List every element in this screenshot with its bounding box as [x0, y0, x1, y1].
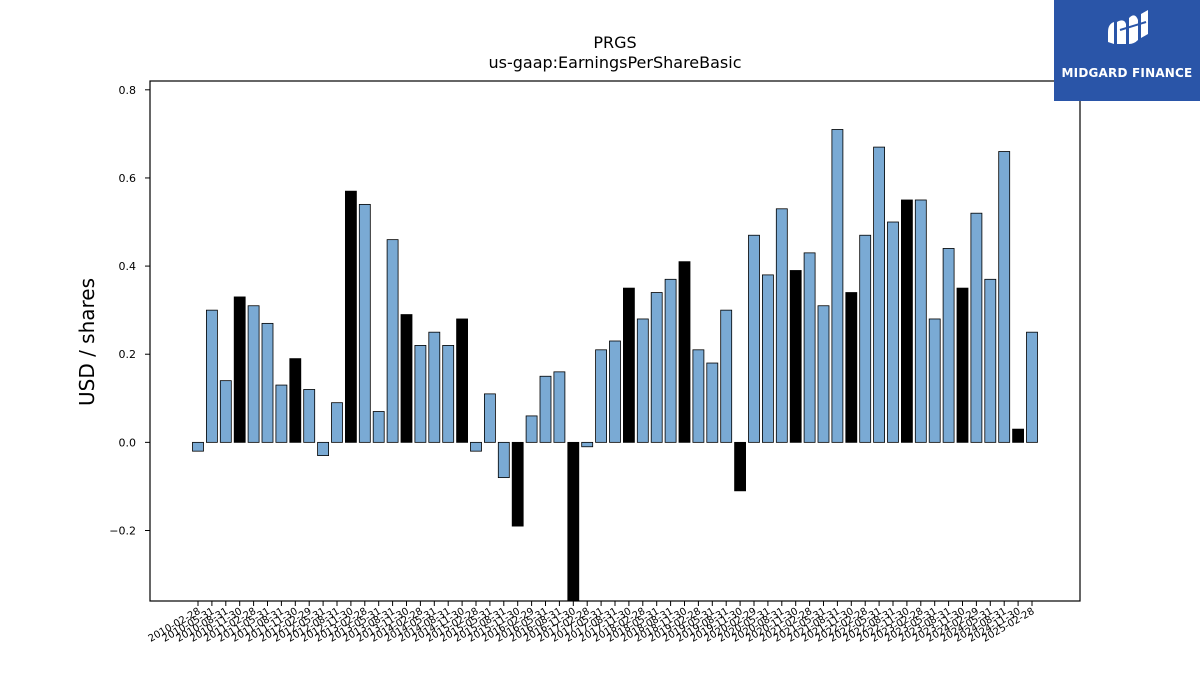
bar-2025-02-28 — [1026, 331, 1038, 443]
bar-2021-08-31 — [831, 129, 844, 443]
bar-2012-02-29 — [303, 389, 316, 443]
bar-2018-05-31 — [650, 292, 663, 443]
y-axis: −0.2 0.0 0.2 0.4 0.6 0.8 — [109, 84, 150, 537]
bar-2017-08-31 — [609, 340, 621, 443]
midgard-finance-logo: MIDGARD FINANCE — [1054, 0, 1200, 101]
bar-2019-02-28 — [692, 349, 705, 443]
y-tick-label: 0.4 — [119, 260, 137, 273]
logo-text: MIDGARD FINANCE — [1061, 66, 1193, 80]
bar-2019-05-31 — [706, 362, 719, 443]
bar-2015-05-31 — [483, 393, 496, 443]
bars-group — [192, 129, 1038, 602]
bar-2011-02-28 — [247, 305, 260, 443]
y-tick-label: 0.0 — [119, 436, 137, 449]
bar-2022-11-30 — [901, 199, 913, 443]
bar-2022-08-31 — [887, 221, 899, 443]
bar-2017-05-31 — [595, 349, 607, 443]
bar-2022-02-28 — [859, 234, 872, 443]
bar-2020-08-31 — [775, 208, 788, 443]
bar-2023-02-28 — [914, 199, 927, 443]
y-axis-label: USD / shares — [75, 278, 99, 406]
bar-2023-11-30 — [956, 287, 969, 443]
bar-2018-11-30 — [678, 261, 691, 443]
bar-2017-02-28 — [581, 441, 594, 448]
bar-2012-05-31 — [317, 441, 330, 456]
bar-2018-08-31 — [664, 278, 677, 443]
bar-2021-05-31 — [817, 305, 830, 443]
bar-2022-05-31 — [873, 146, 885, 443]
bar-2016-02-29 — [525, 415, 538, 443]
bar-2021-11-30 — [845, 292, 858, 443]
bar-2014-05-31 — [428, 331, 441, 443]
bar-2013-08-31 — [386, 239, 399, 443]
bar-2015-11-30 — [511, 441, 524, 527]
bar-2010-11-30 — [233, 296, 246, 443]
bar-2024-08-31 — [998, 151, 1011, 443]
bar-2019-08-31 — [720, 309, 733, 443]
bar-2011-11-30 — [289, 358, 302, 443]
bar-2016-08-31 — [553, 371, 566, 443]
chart-title: PRGS — [593, 33, 636, 52]
bar-2024-11-30 — [1012, 428, 1024, 443]
bar-2010-05-31 — [205, 309, 218, 443]
bar-2016-05-31 — [539, 375, 552, 443]
bar-2014-11-30 — [456, 318, 469, 443]
plot-frame — [149, 80, 1081, 602]
bar-2016-11-30 — [567, 441, 580, 602]
bar-2011-08-31 — [275, 384, 288, 443]
bar-2014-08-31 — [442, 345, 455, 443]
bar-2023-08-31 — [942, 248, 955, 443]
bar-2013-11-30 — [400, 314, 413, 443]
bar-2015-08-31 — [497, 441, 510, 479]
x-axis: 2010-02-282010-05-312010-08-312010-11-30… — [147, 601, 1037, 645]
chart-subtitle: us-gaap:EarningsPerShareBasic — [488, 53, 741, 72]
bar-2012-08-31 — [331, 402, 343, 443]
y-tick-label: 0.2 — [119, 348, 137, 361]
bar-2015-02-28 — [470, 441, 482, 452]
bar-2019-11-30 — [734, 441, 746, 492]
bar-2023-05-31 — [928, 318, 941, 443]
bar-2010-08-31 — [219, 380, 232, 443]
logo-mark-icon — [1108, 10, 1148, 44]
bar-2024-02-29 — [970, 212, 983, 443]
bar-2013-02-28 — [358, 203, 371, 443]
bar-2014-02-28 — [414, 345, 427, 443]
y-tick-label: −0.2 — [109, 524, 136, 537]
bar-2011-05-31 — [261, 322, 274, 443]
bar-2010-02-28 — [192, 441, 204, 452]
bar-2020-05-31 — [762, 274, 774, 443]
y-tick-label: 0.6 — [119, 172, 137, 185]
bar-2012-11-30 — [344, 190, 357, 443]
y-tick-label: 0.8 — [119, 84, 137, 97]
bar-2024-05-31 — [984, 278, 997, 443]
bar-2020-02-29 — [748, 234, 760, 443]
bar-2020-11-30 — [789, 270, 802, 443]
bar-2021-02-28 — [803, 252, 816, 443]
bar-2017-11-30 — [623, 287, 635, 443]
bar-2013-05-31 — [372, 411, 385, 443]
bar-2018-02-28 — [636, 318, 649, 443]
